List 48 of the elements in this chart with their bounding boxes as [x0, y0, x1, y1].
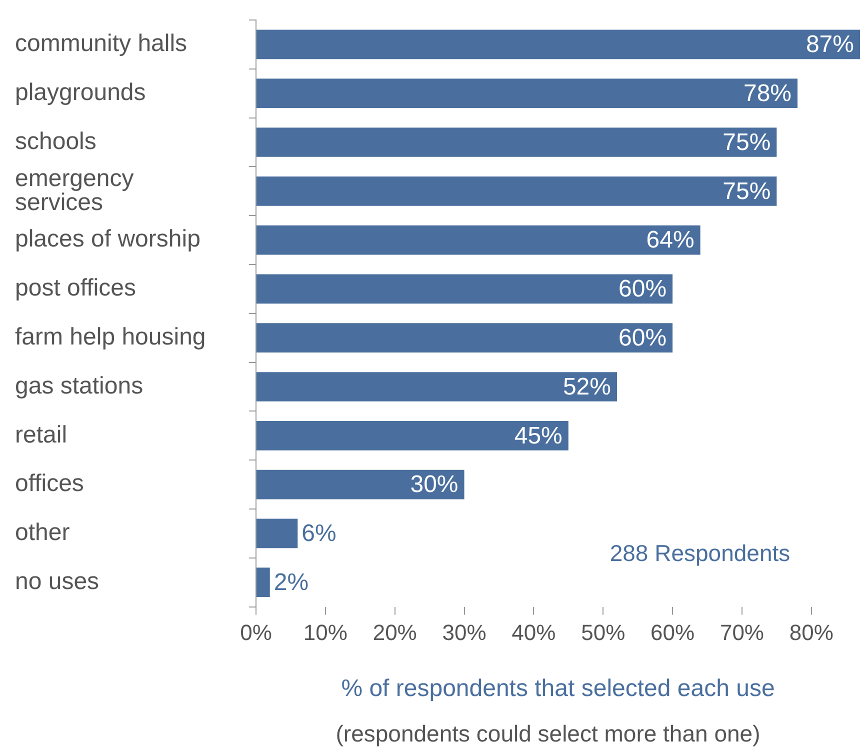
x-tick-label: 40%: [512, 620, 556, 646]
data-label: 6%: [302, 520, 336, 548]
data-label: 45%: [514, 422, 562, 450]
bar: [256, 518, 298, 548]
y-tick-label: farm help housing: [15, 323, 206, 350]
data-label: 87%: [806, 31, 854, 58]
bar: [256, 78, 798, 108]
bar: [256, 225, 700, 255]
annotation: 288 Respondents: [610, 540, 790, 566]
x-tick-label: 70%: [720, 620, 764, 646]
data-label: 64%: [646, 226, 694, 254]
data-label: 30%: [410, 471, 458, 498]
data-label: 2%: [274, 568, 309, 596]
bar: [256, 372, 618, 402]
bar: [256, 420, 568, 450]
bar: [256, 323, 673, 353]
data-label: 60%: [618, 276, 667, 303]
y-tick-label: playgrounds: [15, 78, 146, 106]
data-label: 52%: [562, 373, 612, 400]
data-label: 75%: [722, 178, 771, 205]
data-label: 78%: [743, 80, 792, 107]
y-tick-label: schools: [15, 128, 96, 155]
y-tick-label: emergency services: [15, 164, 134, 216]
data-label: 75%: [722, 128, 771, 156]
x-tick-label: 0%: [240, 620, 272, 646]
bar: [256, 470, 464, 500]
data-label: 60%: [618, 324, 667, 352]
bar: [256, 568, 270, 598]
y-tick-label: offices: [15, 470, 84, 498]
x-tick-label: 50%: [581, 620, 626, 646]
y-tick-label: community halls: [15, 30, 188, 58]
y-tick-label: no uses: [15, 568, 100, 595]
y-tick-label: retail: [15, 421, 68, 448]
bar: [256, 128, 777, 157]
x-tick-label: 10%: [303, 620, 348, 646]
y-tick-label: places of worship: [15, 226, 200, 253]
x-tick-label: 80%: [789, 620, 834, 646]
bar: [256, 176, 777, 206]
y-tick-label: post offices: [15, 274, 136, 302]
x-tick-label: 60%: [650, 620, 695, 646]
bar: [256, 274, 673, 304]
y-tick-label: gas stations: [15, 372, 144, 400]
x-tick-label: 30%: [442, 620, 486, 646]
text: (respondents could select more than one): [336, 720, 760, 746]
x-tick-label: 20%: [372, 620, 417, 646]
y-tick-label: other: [15, 519, 70, 546]
x-axis-title: % of respondents that selected each use: [341, 675, 775, 702]
bar: [256, 30, 860, 60]
